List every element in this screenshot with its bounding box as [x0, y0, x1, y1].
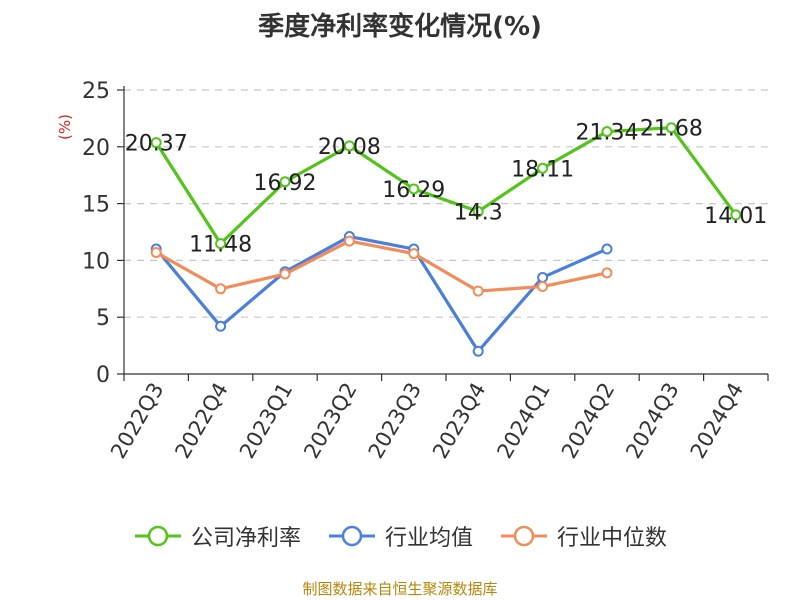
y-tick-label: 0 [96, 363, 110, 388]
x-tick-label: 2024Q1 [492, 379, 554, 463]
legend-swatch [134, 525, 181, 547]
legend: 公司净利率 行业均值 行业中位数 [0, 520, 800, 552]
x-tick-label: 2022Q4 [170, 379, 232, 463]
data-point [215, 283, 227, 295]
data-point [537, 281, 549, 293]
x-tick-label: 2024Q2 [557, 379, 619, 463]
y-tick-label: 20 [82, 136, 110, 161]
legend-label: 公司净利率 [190, 526, 301, 551]
legend-label: 行业均值 [384, 526, 473, 551]
data-point [601, 126, 613, 138]
line-chart: 0 5 10 15 20 25 2022Q3 2022Q4 2023Q1 2023Q2 2023Q3… [56, 79, 769, 463]
data-point [537, 162, 549, 174]
data-point [150, 137, 162, 149]
legend-item[interactable]: 行业中位数 [499, 520, 667, 552]
data-point [408, 248, 420, 260]
data-point [665, 122, 677, 134]
y-axis-label: (%) [56, 114, 74, 140]
data-point [537, 271, 549, 283]
y-tick-label: 10 [82, 249, 110, 274]
y-tick-label: 15 [82, 193, 110, 218]
data-point [472, 206, 484, 218]
series-line [155, 239, 608, 293]
y-tick-label: 5 [96, 306, 110, 331]
data-point [601, 243, 613, 255]
data-point [150, 246, 162, 258]
data-label: 11.48 [189, 233, 252, 258]
series-line [154, 234, 608, 353]
x-tick-label: 2023Q3 [364, 379, 426, 463]
x-tick-label: 2023Q2 [299, 379, 361, 463]
data-label: 14.3 [454, 201, 503, 226]
data-label: 20.37 [125, 132, 188, 157]
data-point [472, 285, 484, 297]
series-line [154, 126, 738, 246]
legend-label: 行业中位数 [557, 526, 668, 551]
data-point [343, 140, 355, 152]
data-point [215, 238, 227, 250]
legend-item[interactable]: 行业均值 [327, 520, 473, 552]
data-source-note: 制图数据来自恒生聚源数据库 [302, 580, 498, 598]
data-point [472, 345, 484, 357]
data-label: 14.01 [704, 204, 767, 229]
data-point [730, 209, 742, 221]
data-point [343, 235, 355, 247]
data-point [279, 268, 291, 280]
x-tick-label: 2022Q3 [106, 379, 168, 463]
data-point [279, 176, 291, 188]
x-tick-label: 2023Q1 [235, 379, 297, 463]
data-label: 20.08 [318, 135, 381, 160]
chart-title: 季度净利率变化情况(%) [258, 12, 542, 42]
x-tick-label: 2024Q4 [686, 379, 748, 463]
data-label: 18.11 [511, 157, 574, 182]
data-label: 16.29 [382, 178, 445, 203]
data-point [601, 267, 613, 279]
data-label: 21.68 [640, 117, 703, 142]
legend-swatch [501, 525, 547, 547]
x-tick-label: 2023Q4 [428, 379, 490, 463]
data-point [215, 320, 227, 332]
x-tick-label: 2024Q3 [621, 379, 683, 463]
legend-item[interactable]: 公司净利率 [133, 520, 301, 552]
legend-swatch [328, 525, 375, 547]
data-point [408, 183, 420, 195]
data-label: 21.34 [576, 121, 639, 146]
data-label: 16.92 [254, 171, 317, 196]
y-tick-label: 25 [82, 79, 110, 104]
